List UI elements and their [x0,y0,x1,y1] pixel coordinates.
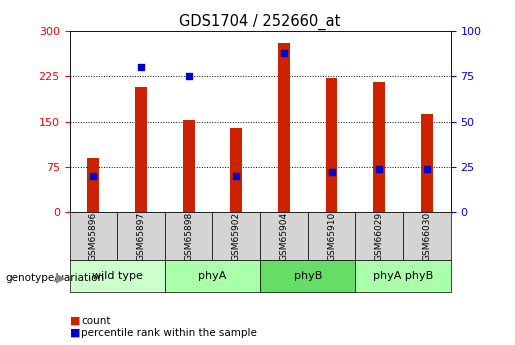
Text: percentile rank within the sample: percentile rank within the sample [81,328,258,338]
Text: phyA: phyA [198,271,227,281]
Point [423,166,431,171]
Bar [325,78,337,212]
Point [232,173,241,179]
Text: GSM65910: GSM65910 [327,212,336,261]
Text: count: count [81,316,111,326]
Point [137,65,145,70]
Text: ■: ■ [70,328,80,338]
Bar [307,212,355,260]
Point [328,169,336,175]
Bar [355,212,403,260]
Text: wild type: wild type [92,271,143,281]
Bar [165,260,260,292]
Bar [165,212,212,260]
Text: ▶: ▶ [56,271,65,284]
Bar [230,128,242,212]
Bar [183,120,195,212]
Text: GSM66029: GSM66029 [375,212,384,261]
Text: GSM65904: GSM65904 [280,212,288,261]
Bar [70,212,117,260]
Bar [260,260,355,292]
Bar [70,260,165,292]
Bar [355,260,451,292]
Bar [260,212,308,260]
Point [89,173,97,179]
Text: GSM66030: GSM66030 [422,212,431,261]
Title: GDS1704 / 252660_at: GDS1704 / 252660_at [179,13,341,30]
Bar [278,43,290,212]
Bar [117,212,165,260]
Point [184,73,193,79]
Text: GSM65898: GSM65898 [184,212,193,261]
Bar [135,87,147,212]
Text: ■: ■ [70,316,80,326]
Text: genotype/variation: genotype/variation [5,273,104,283]
Text: GSM65902: GSM65902 [232,212,241,261]
Bar [212,212,260,260]
Point [375,166,383,171]
Point [280,50,288,56]
Bar [373,82,385,212]
Bar [403,212,451,260]
Text: phyA phyB: phyA phyB [373,271,433,281]
Text: GSM65896: GSM65896 [89,212,98,261]
Text: GSM65897: GSM65897 [136,212,145,261]
Bar [421,115,433,212]
Bar [88,158,99,212]
Text: phyB: phyB [294,271,322,281]
